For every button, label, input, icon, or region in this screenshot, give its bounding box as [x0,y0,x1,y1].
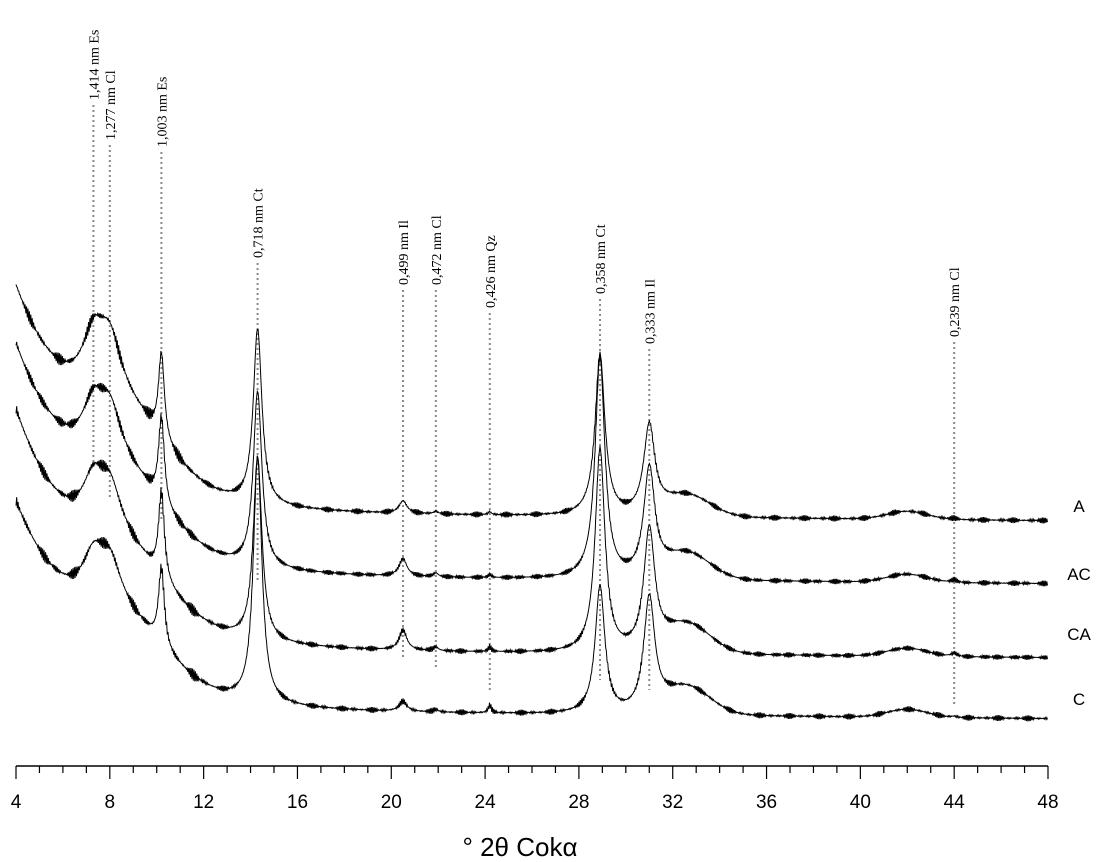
trace-c [15,456,1048,722]
x-tick-label: 32 [662,792,683,813]
x-tick-label: 8 [105,792,116,813]
x-tick-label: 4 [11,792,22,813]
sample-label-ca: CA [1067,625,1091,644]
x-tick-label: 40 [850,792,871,813]
trace-ca [15,406,1048,661]
sample-label-a: A [1073,497,1085,516]
sample-label-c: C [1073,690,1085,709]
peak-label: 0,499 nm Il [397,220,412,285]
peak-labels: 1,414 nm Es1,277 nm Cl 1,003 nm Es 0,718 n… [87,30,963,344]
trace-a [15,284,1048,524]
x-tick-label: 28 [568,792,589,813]
peak-label: 0,472 nm Cl [430,215,445,285]
peak-label: 0,718 nm Ct [252,188,267,258]
peak-label: 0,239 nm Cl [948,267,963,337]
x-axis: 4 8 12 16 20 24 28 32 36 40 44 48 [11,765,1059,813]
peak-label: 0,333 nm Il [643,279,658,344]
peak-label: 1,414 nm Es [87,30,102,100]
x-axis-title: ° 2θ Cokα [462,832,577,862]
x-tick-label: 36 [756,792,777,813]
sample-label-ac: AC [1067,565,1091,584]
x-tick-label: 16 [287,792,308,813]
x-tick-label: 24 [475,792,497,813]
peak-guide-lines [92,105,956,705]
peak-label: 1,003 nm Es [155,77,170,147]
diffraction-traces [15,284,1048,722]
peak-label: 0,426 nm Qz [484,235,499,308]
x-tick-label: 44 [944,792,966,813]
peak-label: 0,358 nm Ct [594,224,609,294]
x-tick-label: 12 [193,792,214,813]
trace-ac [15,341,1048,587]
x-tick-label: 20 [381,792,402,813]
x-tick-label: 48 [1037,792,1058,813]
peak-label: 1,277 nm Cl [104,70,119,140]
sample-labels: A AC CA C [1067,497,1091,709]
